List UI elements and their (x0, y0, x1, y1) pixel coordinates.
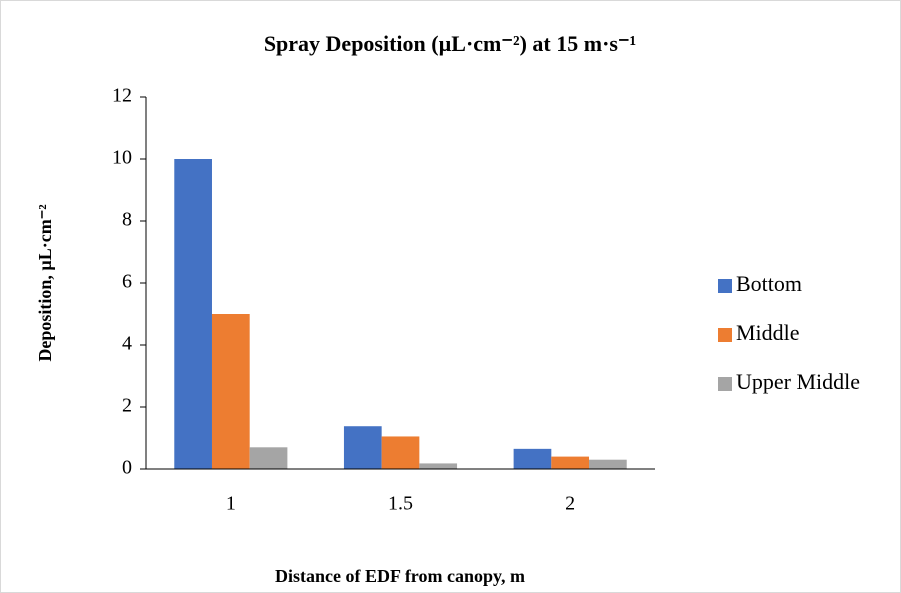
legend-swatch (718, 279, 732, 293)
bar (513, 448, 552, 469)
x-tick-label: 1.5 (388, 493, 413, 515)
bar (343, 426, 382, 469)
legend-label: Bottom (736, 271, 802, 296)
legend-swatch (718, 328, 732, 342)
y-tick-label: 8 (122, 209, 132, 231)
bar (419, 463, 458, 469)
x-tick-label: 1 (226, 493, 236, 515)
bar (174, 159, 212, 469)
y-tick-label: 0 (122, 457, 132, 479)
y-tick-label: 6 (122, 271, 132, 293)
legend-label: Middle (736, 320, 800, 345)
y-tick-label: 2 (122, 395, 132, 417)
bar (551, 456, 590, 469)
bar (211, 314, 250, 469)
chart-title: Spray Deposition (µL·cm⁻²) at 15 m·s⁻¹ (264, 31, 636, 56)
y-axis-label: Deposition, µL·cm⁻² (35, 204, 55, 361)
legend-label: Upper Middle (736, 369, 860, 394)
y-tick-label: 10 (112, 147, 132, 169)
y-tick-label: 4 (122, 333, 132, 355)
legend-swatch (718, 377, 732, 391)
x-tick-label: 2 (565, 493, 575, 515)
y-tick-label: 12 (112, 85, 132, 107)
x-axis-label: Distance of EDF from canopy, m (275, 566, 525, 586)
bar (249, 447, 288, 469)
bar (589, 459, 627, 469)
bar (381, 436, 420, 469)
